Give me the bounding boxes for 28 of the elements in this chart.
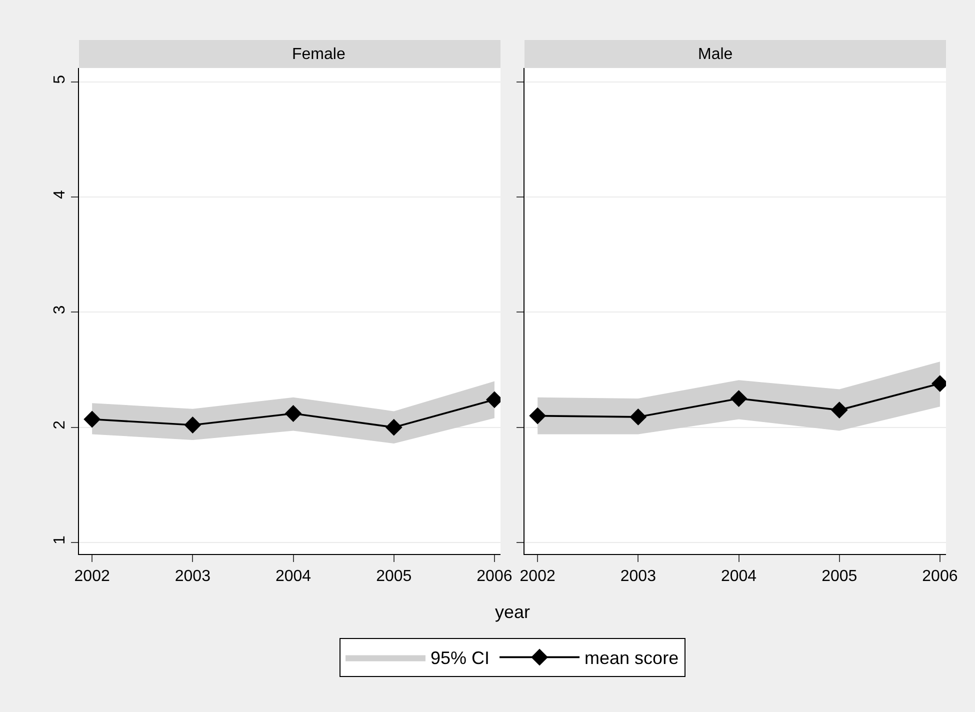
point bbox=[730, 390, 748, 407]
point bbox=[385, 418, 402, 436]
x-tick-label: 2004 bbox=[720, 568, 757, 586]
y-tick-label: 3 bbox=[52, 305, 69, 314]
point bbox=[84, 410, 101, 428]
x-tick-label: 2003 bbox=[174, 568, 211, 586]
y-tick-label: 5 bbox=[52, 74, 69, 84]
point bbox=[284, 405, 302, 422]
y-tick-label: 2 bbox=[52, 420, 69, 430]
chart-title: Female bbox=[292, 46, 346, 63]
y-tick-label: 1 bbox=[52, 536, 69, 545]
point bbox=[830, 402, 848, 418]
x-tick-label: 2002 bbox=[520, 568, 556, 586]
y-tick-label: 4 bbox=[52, 190, 69, 200]
point bbox=[630, 408, 647, 426]
x-tick-label: 2003 bbox=[620, 568, 656, 586]
x-tick-label: 2002 bbox=[74, 568, 110, 586]
chart-title: Male bbox=[698, 46, 733, 63]
x-tick-label: 2005 bbox=[822, 568, 858, 586]
legend-label: mean score bbox=[584, 648, 679, 668]
x-tick-label: 2005 bbox=[376, 568, 412, 586]
point bbox=[184, 416, 202, 434]
x-tick-label: 2006 bbox=[476, 568, 512, 586]
x-tick-label: 2004 bbox=[275, 568, 312, 586]
x-tick-label: 2006 bbox=[922, 568, 958, 586]
point bbox=[529, 407, 546, 424]
x-axis-title: year bbox=[495, 602, 530, 622]
text: 95% CI bbox=[430, 648, 490, 668]
